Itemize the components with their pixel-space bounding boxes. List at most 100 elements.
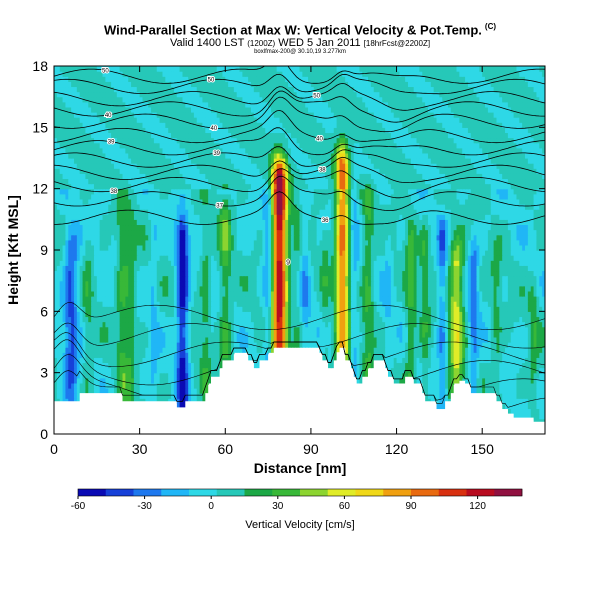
heat-cell <box>359 239 363 246</box>
heat-cell <box>308 265 312 272</box>
heat-cell <box>276 342 281 348</box>
heat-cell <box>530 342 535 348</box>
heat-cell <box>148 265 152 272</box>
heat-cell <box>279 296 283 302</box>
heat-cell <box>230 239 235 246</box>
heat-cell <box>368 316 372 323</box>
heat-cell <box>133 270 138 277</box>
heat-cell <box>122 347 126 353</box>
heat-cell <box>439 290 443 297</box>
heat-cell <box>148 255 152 261</box>
heat-cell <box>91 250 95 256</box>
heat-cell <box>179 372 184 379</box>
heat-cell <box>313 301 318 307</box>
heat-cell <box>142 388 146 394</box>
heat-cell <box>413 336 418 343</box>
heat-cell <box>499 321 503 328</box>
heat-cell <box>108 250 112 256</box>
heat-cell <box>205 239 209 246</box>
heat-cell <box>473 316 478 323</box>
heat-cell <box>230 255 235 261</box>
heat-cell <box>285 255 289 261</box>
heat-cell <box>533 250 538 256</box>
heat-cell <box>442 362 446 369</box>
heat-cell <box>259 255 263 261</box>
heat-cell <box>71 357 75 364</box>
heat-cell <box>413 352 418 358</box>
heat-cell <box>459 275 463 282</box>
heat-cell <box>516 382 520 389</box>
heat-cell <box>496 244 500 251</box>
heat-cell <box>308 321 312 328</box>
heat-cell <box>373 280 378 287</box>
heat-cell <box>519 250 523 256</box>
heat-cell <box>533 388 538 394</box>
heat-cell <box>162 321 166 328</box>
heat-cell <box>62 285 67 292</box>
heat-cell <box>433 301 438 307</box>
heat-cell <box>293 321 298 328</box>
heat-cell <box>136 382 141 389</box>
heat-cell <box>205 234 209 241</box>
heat-cell <box>376 244 381 251</box>
heat-cell <box>505 296 509 302</box>
heat-cell <box>459 290 463 297</box>
heat-cell <box>430 377 435 384</box>
heat-cell <box>519 372 523 379</box>
heat-cell <box>370 306 375 312</box>
heat-cell <box>522 244 526 251</box>
heat-cell <box>439 382 443 389</box>
heat-cell <box>465 367 469 374</box>
heat-cell <box>405 362 409 369</box>
heat-cell <box>493 260 498 266</box>
heat-cell <box>56 285 61 292</box>
heat-cell <box>490 239 495 246</box>
heat-cell <box>250 347 255 353</box>
heat-cell <box>116 260 121 266</box>
heat-cell <box>513 362 518 369</box>
heat-cell <box>85 244 89 251</box>
heat-cell <box>228 311 232 318</box>
heat-cell <box>122 352 126 358</box>
heat-cell <box>407 290 412 297</box>
heat-cell <box>499 377 503 384</box>
heat-cell <box>250 311 255 318</box>
heat-cell <box>113 357 118 364</box>
heat-cell <box>73 326 78 333</box>
heat-cell <box>493 321 498 328</box>
heat-cell <box>176 357 181 364</box>
heat-cell <box>211 342 215 348</box>
heat-cell <box>253 250 258 256</box>
heat-cell <box>91 290 95 297</box>
heat-cell <box>473 367 478 374</box>
heat-cell <box>133 316 138 323</box>
heat-cell <box>122 377 126 384</box>
heat-cell <box>322 234 326 241</box>
heat-cell <box>139 316 144 323</box>
heat-cell <box>373 239 378 246</box>
heat-cell <box>333 342 338 348</box>
heat-cell <box>396 265 401 272</box>
heat-cell <box>339 239 343 246</box>
heat-cell <box>236 296 241 302</box>
heat-cell <box>268 275 272 282</box>
heat-cell <box>302 342 306 348</box>
heat-cell <box>111 265 115 272</box>
heat-cell <box>399 326 403 333</box>
heat-cell <box>248 316 252 323</box>
heat-cell <box>105 290 109 297</box>
heat-cell <box>85 296 89 302</box>
heat-cell <box>542 250 545 256</box>
heat-cell <box>205 326 209 333</box>
heat-cell <box>522 388 526 394</box>
heat-cell <box>368 326 372 333</box>
heat-cell <box>76 382 81 389</box>
heat-cell <box>182 280 186 287</box>
heat-cell <box>462 336 466 343</box>
heat-cell <box>148 239 152 246</box>
heat-cell <box>442 239 446 246</box>
heat-cell <box>71 290 75 297</box>
heat-cell <box>230 290 235 297</box>
heat-cell <box>450 301 455 307</box>
